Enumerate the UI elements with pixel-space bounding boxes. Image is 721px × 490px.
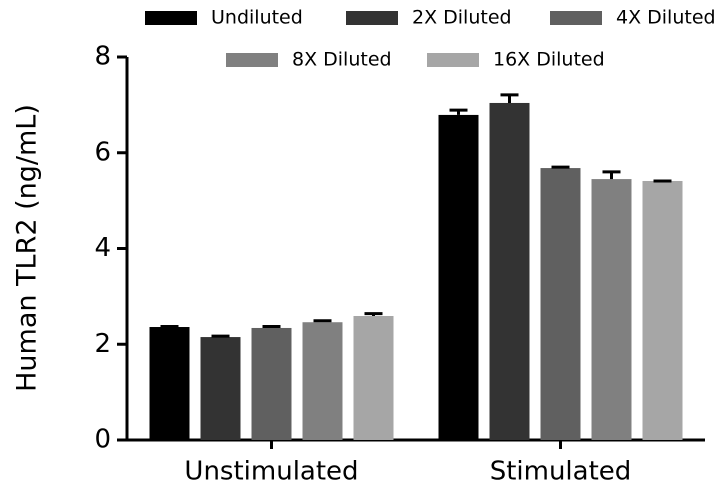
y-tick-label: 8 [94,42,111,72]
error-bar [211,334,230,338]
bar [591,179,632,441]
legend-swatch [427,53,479,67]
legend-label: Undiluted [211,7,303,29]
bar [438,114,479,441]
legend-label: 8X Diluted [292,49,392,71]
error-bar [500,93,519,103]
bar [149,327,190,440]
legend-label: 4X Diluted [616,7,716,29]
y-tick-label: 2 [94,329,111,359]
legend-swatch [145,11,197,25]
legend-swatch [550,11,602,25]
bar [353,316,394,440]
x-tick-label: Unstimulated [184,457,358,487]
error-bar [262,325,281,329]
bar [489,102,530,441]
x-tick-label: Stimulated [490,457,632,487]
bar [200,337,241,440]
legend-swatch [346,11,398,25]
error-bar [551,165,570,169]
y-axis-label: Human TLR2 (ng/mL) [12,104,43,392]
bar [642,180,683,440]
bar [302,322,343,440]
y-tick-label: 0 [94,425,111,455]
bar [251,327,292,440]
y-tick-label: 4 [94,233,111,263]
legend-swatch [226,53,278,67]
error-bar [602,170,621,180]
error-bar [449,108,468,115]
legend-label: 2X Diluted [412,7,512,29]
error-bar [313,319,332,323]
error-bar [364,312,383,317]
legend-label: 16X Diluted [493,49,605,71]
y-tick-label: 6 [94,137,111,167]
bar [540,168,581,440]
